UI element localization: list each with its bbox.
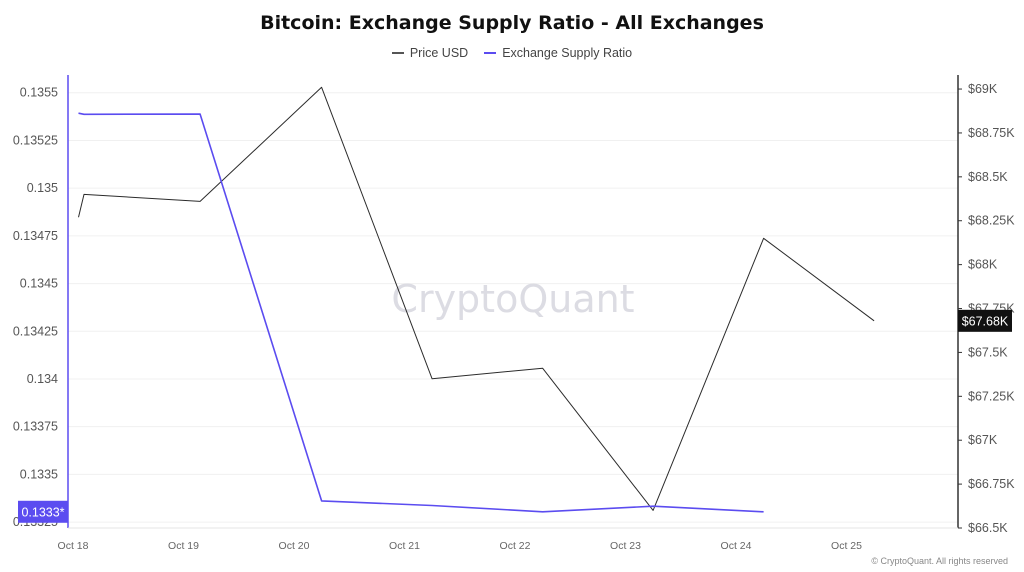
legend-item-price[interactable]: Price USD	[391, 46, 469, 60]
copyright-footer: © CryptoQuant. All rights reserved	[871, 556, 1008, 566]
legend-label-price: Price USD	[409, 46, 469, 60]
x-tick-label: Oct 20	[279, 540, 310, 552]
legend-swatch-price	[391, 52, 404, 54]
y-left-tick-label: 0.1335	[20, 467, 58, 481]
chart-title: Bitcoin: Exchange Supply Ratio - All Exc…	[260, 12, 764, 34]
x-tick-label: Oct 19	[168, 540, 199, 552]
series-line-price-usd	[78, 86, 875, 511]
y-left-tick-label: 0.135	[27, 181, 58, 195]
x-tick-label: Oct 24	[721, 540, 752, 552]
right-current-value-label: $67.68K	[962, 314, 1009, 328]
y-left-tick-label: 0.13525	[13, 133, 58, 147]
y-right-tick-label: $68.75K	[968, 126, 1015, 140]
y-left-tick-label: 0.1345	[20, 277, 58, 291]
y-right-tick-label: $68K	[968, 258, 998, 272]
x-tick-label: Oct 25	[831, 540, 862, 552]
right-current-value-marker	[958, 309, 1012, 332]
y-right-tick-label: $67K	[968, 433, 998, 447]
y-right-tick-label: $67.5K	[968, 345, 1008, 359]
legend-item-supply-ratio[interactable]: Exchange Supply Ratio	[484, 46, 632, 60]
y-left-tick-label: 0.134	[27, 372, 58, 386]
y-right-tick-label: $66.75K	[968, 477, 1015, 491]
x-tick-label: Oct 18	[58, 540, 89, 552]
watermark: CryptoQuant	[391, 277, 634, 321]
y-right-tick-label: $67.25K	[968, 389, 1015, 403]
legend-label-supply-ratio: Exchange Supply Ratio	[502, 46, 633, 60]
legend-swatch-supply-ratio	[484, 52, 497, 54]
y-right-tick-label: $69K	[968, 82, 998, 96]
left-current-value-label: 0.1333*	[21, 505, 64, 519]
series-line-exchange-supply-ratio	[78, 112, 764, 513]
x-tick-label: Oct 21	[389, 540, 420, 552]
chart-legend: Price USD Exchange Supply Ratio	[0, 46, 1024, 60]
y-left-tick-label: 0.1355	[20, 86, 58, 100]
y-right-tick-label: $66.5K	[968, 521, 1008, 535]
y-right-tick-label: $68.25K	[968, 214, 1015, 228]
y-left-tick-label: 0.13475	[13, 229, 58, 243]
y-right-tick-label: $68.5K	[968, 170, 1008, 184]
x-tick-label: Oct 22	[500, 540, 531, 552]
left-current-value-marker	[18, 500, 68, 523]
y-left-tick-label: 0.13375	[13, 420, 58, 434]
x-tick-label: Oct 23	[610, 540, 641, 552]
y-left-tick-label: 0.13425	[13, 324, 58, 338]
